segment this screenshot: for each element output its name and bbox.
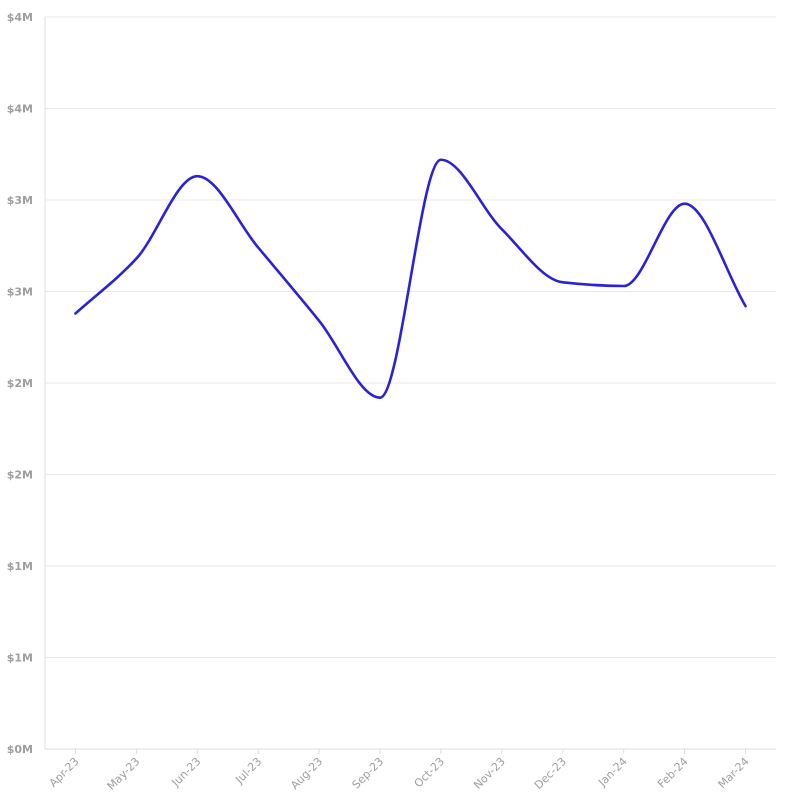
x-tick-label: Dec-23 [532,755,569,792]
y-tick-label: $2M [7,469,33,482]
y-axis-ticks: $0M $1M $1M $2M $2M $3M $3M $4M $4M [7,11,33,756]
x-tick-label: Feb-24 [655,755,691,791]
y-tick-label: $0M [7,743,33,756]
series-line [74,158,747,399]
y-tick-label: $3M [7,194,33,207]
x-tick-label: May-23 [105,755,143,793]
y-tick-label: $4M [7,103,33,116]
axes [44,17,776,750]
x-tick-label: Jun-23 [169,755,204,790]
x-tick-label: Jul-23 [232,755,264,787]
y-tick-label: $2M [7,377,33,390]
y-tick-label: $1M [7,560,33,573]
x-tick-label: Aug-23 [288,755,325,792]
y-tick-label: $4M [7,11,33,24]
y-tick-label: $3M [7,286,33,299]
gridlines [45,16,776,658]
series-layer [74,158,747,399]
y-tick-label: $1M [7,652,33,665]
x-tick-label: Mar-24 [716,755,752,791]
x-axis-ticks: Apr-23 May-23 Jun-23 Jul-23 Aug-23 Sep-23 Oct-… [47,749,752,793]
x-tick-label: Apr-23 [47,755,82,790]
x-tick-label: Oct-23 [412,755,447,790]
x-tick-label: Sep-23 [350,755,387,792]
x-tick-label: Nov-23 [471,755,508,792]
x-tick-label: Jan-24 [595,755,630,790]
